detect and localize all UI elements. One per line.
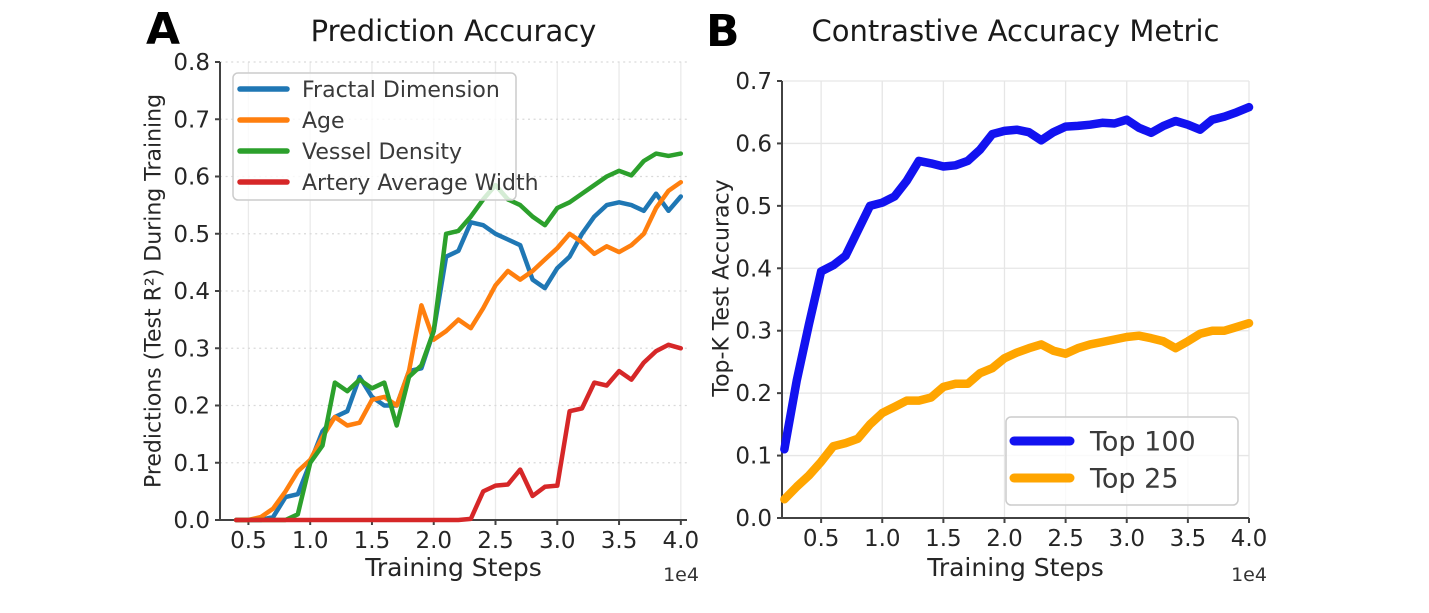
- legend-box: [232, 72, 517, 201]
- panel-a-x-axis-label: Training Steps: [365, 553, 542, 582]
- x-tick-label: 3.5: [1170, 526, 1207, 552]
- x-tick-label: 3.0: [539, 528, 576, 554]
- y-tick-label: 0.2: [735, 381, 772, 407]
- panel-a-plot: 0.5 1.0 1.5 2.0 2.5 3.0 3.5 4.0 0.0 0.1 0.2 0.3 0.4 0…: [173, 50, 699, 554]
- y-tick-label: 0.1: [173, 451, 210, 477]
- y-tick-label: 0.6: [173, 165, 210, 191]
- panel-b-x-offset-label: 1e4: [1231, 564, 1267, 586]
- x-tick-label: 0.5: [230, 528, 267, 554]
- y-tick-label: 0.0: [173, 508, 210, 534]
- legend-label: Artery Average Width: [302, 171, 539, 196]
- y-tick-label: 0.1: [735, 444, 772, 470]
- x-tick-label: 0.5: [803, 526, 840, 552]
- y-tick-label: 0.8: [173, 50, 210, 76]
- legend: Fractal Dimension Age Vessel Density Artery…: [232, 72, 539, 201]
- y-tick-label: 0.5: [735, 194, 772, 220]
- y-tick-label: 0.4: [173, 279, 210, 305]
- panel-b-plot: 0.5 1.0 1.5 2.0 2.5 3.0 3.5 4.0 0.0 0.1 0.2 0.3 0.4 0…: [735, 69, 1267, 552]
- series-line-artery-average-width: [233, 342, 684, 523]
- x-tick-label: 2.5: [1047, 526, 1084, 552]
- y-tick-label: 0.7: [735, 69, 772, 95]
- x-tick-label: 3.5: [601, 528, 638, 554]
- y-tick-label: 0.3: [735, 319, 772, 345]
- legend-label: Age: [302, 109, 345, 134]
- y-tick-label: 0.5: [173, 222, 210, 248]
- panel-a-letter: A: [146, 4, 181, 55]
- legend-label: Top 25: [1089, 464, 1179, 495]
- x-tick-label: 2.0: [415, 528, 452, 554]
- legend-label: Top 100: [1089, 427, 1196, 458]
- panel-a-x-offset-label: 1e4: [663, 564, 699, 586]
- x-tick-label: 2.0: [986, 526, 1023, 552]
- panel-a-title: Prediction Accuracy: [310, 14, 597, 48]
- x-tick-label: 1.0: [864, 526, 901, 552]
- legend: Top 100 Top 25: [1005, 416, 1239, 506]
- x-tick-label: 1.5: [354, 528, 391, 554]
- x-tick-label: 2.5: [477, 528, 514, 554]
- panel-a-y-axis-label: Predictions (Test R²) During Training: [141, 93, 167, 489]
- y-tick-label: 0.0: [735, 506, 772, 532]
- legend-label: Fractal Dimension: [302, 78, 500, 103]
- series-line-top-100: [780, 102, 1254, 454]
- y-tick-label: 0.3: [173, 336, 210, 362]
- panel-b-x-axis-label: Training Steps: [927, 553, 1104, 582]
- panel-b-y-axis-label: Top-K Test Accuracy: [709, 179, 735, 397]
- series-line-top-25: [780, 318, 1254, 504]
- y-tick-label: 0.2: [173, 394, 210, 420]
- series-line-vessel-density: [233, 151, 684, 523]
- x-tick-label: 4.0: [1231, 526, 1268, 552]
- panel-b-title: Contrastive Accuracy Metric: [811, 14, 1220, 48]
- y-tick-label: 0.4: [735, 256, 772, 282]
- panel-b-letter: B: [706, 6, 740, 57]
- series-line-fractal-dimension: [233, 191, 684, 523]
- x-tick-label: 1.0: [292, 528, 329, 554]
- x-tick-label: 1.5: [925, 526, 962, 552]
- y-tick-label: 0.6: [735, 131, 772, 157]
- y-tick-label: 0.7: [173, 107, 210, 133]
- x-tick-label: 3.0: [1108, 526, 1145, 552]
- x-tick-label: 4.0: [663, 528, 700, 554]
- legend-label: Vessel Density: [302, 140, 462, 165]
